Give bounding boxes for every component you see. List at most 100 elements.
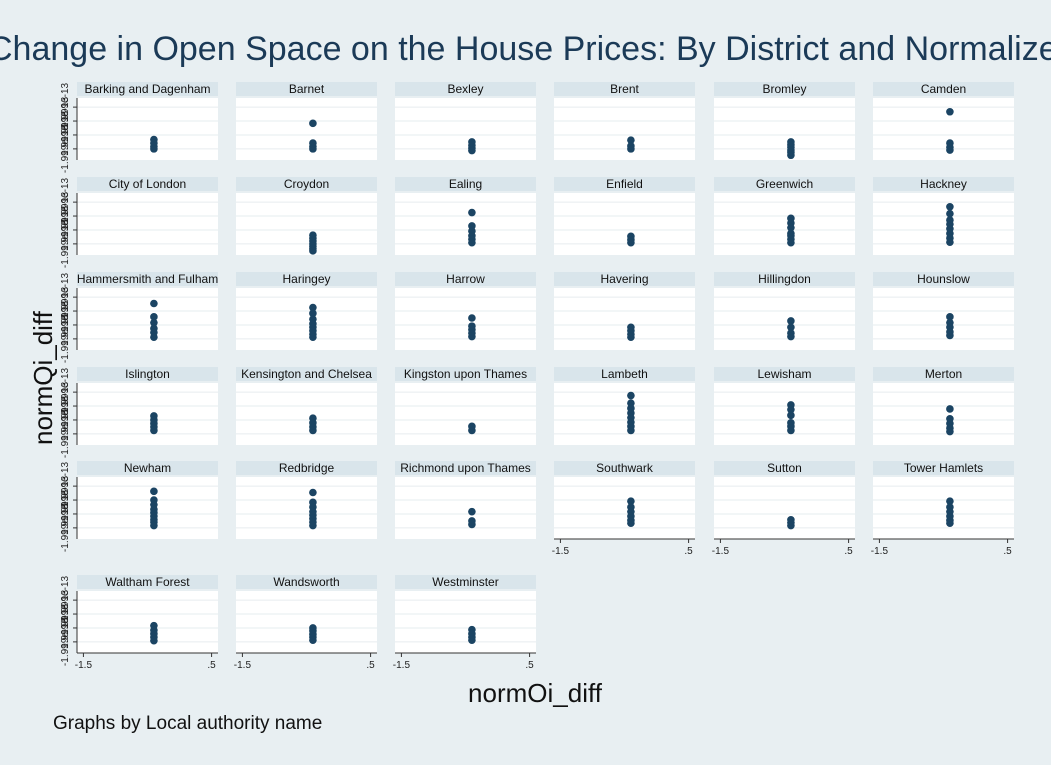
panel-plot-area — [714, 193, 855, 255]
x-tick-label: -1.5 — [75, 660, 93, 671]
panel-plot-area — [554, 288, 695, 350]
panel-strip — [714, 461, 855, 475]
panel-plot-area — [77, 288, 218, 350]
chart-title: Change in Open Space on the House Prices… — [0, 30, 1051, 68]
data-point — [946, 202, 954, 211]
data-point — [946, 497, 954, 506]
panel-title: Hammersmith and Fulham — [77, 272, 218, 286]
panel-strip — [395, 177, 536, 191]
panel: Camden — [873, 82, 1014, 160]
panel: Barking and Dagenham -1.999e-13-1.999e-13… — [60, 82, 218, 173]
panel-plot-area — [873, 477, 1014, 539]
y-tick-label: -1.999e-13 — [60, 272, 71, 321]
panel: Kingston upon Thames — [395, 367, 536, 445]
panel-strip — [714, 82, 855, 96]
x-tick-label: .5 — [207, 660, 216, 671]
panel-plot-area — [77, 98, 218, 160]
panel-title: Enfield — [606, 177, 643, 191]
data-point — [309, 145, 317, 153]
data-point — [150, 426, 158, 435]
y-tick-label: -1.999e-13 — [60, 191, 71, 240]
data-point — [309, 309, 317, 318]
y-tick-label: -1.999e-13 — [60, 177, 71, 226]
panel-plot-area — [395, 591, 536, 653]
data-point — [468, 332, 476, 341]
panel-plot-area — [714, 383, 855, 445]
data-point — [946, 146, 954, 154]
panel-strip — [77, 367, 218, 381]
panel-plot-area — [236, 383, 377, 445]
panel-title: City of London — [109, 177, 186, 191]
data-point — [309, 333, 317, 341]
panel-title: Sutton — [767, 461, 802, 475]
panel-plot-area — [395, 288, 536, 350]
panel-strip — [395, 82, 536, 96]
x-tick-label: -1.5 — [393, 660, 411, 671]
panel-strip — [236, 82, 377, 96]
panel-title: Redbridge — [279, 461, 335, 475]
panel-strip — [77, 272, 218, 286]
panel: Newham -1.999e-13-1.999e-13-1.999e-13-1.9… — [60, 461, 218, 552]
panel: Wandsworth -1.5 .5 — [234, 575, 377, 671]
data-point — [787, 151, 795, 160]
data-point — [946, 209, 954, 218]
panel-strip — [77, 82, 218, 96]
data-point — [150, 333, 158, 341]
data-point — [309, 636, 317, 644]
panel-plot-area — [236, 98, 377, 160]
panel: Enfield — [554, 177, 695, 255]
data-point — [946, 107, 954, 116]
panel-title: Ealing — [449, 177, 482, 191]
data-point — [946, 331, 954, 340]
panel-plot-area — [714, 477, 855, 539]
panel-title: Westminster — [432, 575, 498, 589]
panel-strip — [873, 367, 1014, 381]
y-tick-label: -1.999e-13 — [60, 461, 71, 510]
panel-plot-area — [395, 477, 536, 539]
y-tick-label: -1.999e-13 — [60, 219, 71, 268]
data-point — [150, 145, 158, 153]
data-point — [468, 238, 476, 247]
x-tick-label: .5 — [844, 546, 853, 557]
panel-strip — [554, 367, 695, 381]
panel-title: Kingston upon Thames — [404, 367, 527, 381]
panel-title: Hackney — [920, 177, 967, 191]
panel-plot-area — [395, 383, 536, 445]
data-point — [627, 145, 635, 153]
panel-strip — [395, 461, 536, 475]
panel-title: Brent — [610, 82, 639, 96]
y-tick-label: -1.999e-13 — [60, 409, 71, 458]
data-point — [309, 119, 317, 128]
data-point — [627, 497, 635, 506]
panel-plot-area — [873, 98, 1014, 160]
panel-plot-area — [236, 477, 377, 539]
data-point — [946, 427, 954, 436]
panel: Islington -1.999e-13-1.999e-13-1.999e-13-… — [60, 367, 218, 458]
panel-plot-area — [554, 98, 695, 160]
panel-plot-area — [873, 288, 1014, 350]
data-point — [150, 636, 158, 645]
data-point — [627, 136, 635, 144]
panel-strip — [714, 177, 855, 191]
data-point — [787, 426, 795, 435]
panel-plot-area — [77, 591, 218, 653]
panel-title: Barnet — [289, 82, 325, 96]
panel-title: Haringey — [282, 272, 330, 286]
panel-strip — [77, 177, 218, 191]
panel-strip — [77, 575, 218, 589]
panel-plot-area — [236, 193, 377, 255]
data-point — [946, 313, 954, 321]
y-tick-label: -1.999e-13 — [60, 503, 71, 552]
data-point — [627, 399, 635, 407]
panel-strip — [873, 177, 1014, 191]
x-tick-label: .5 — [684, 546, 693, 557]
panel: Sutton -1.5 .5 — [712, 461, 855, 557]
panel: Ealing — [395, 177, 536, 255]
x-tick-label: -1.5 — [871, 546, 889, 557]
panel-strip — [236, 177, 377, 191]
panel: Lambeth — [554, 367, 695, 445]
data-point — [627, 333, 635, 341]
data-point — [787, 521, 795, 530]
y-tick-label: -1.999e-13 — [60, 96, 71, 145]
data-point — [946, 519, 954, 528]
